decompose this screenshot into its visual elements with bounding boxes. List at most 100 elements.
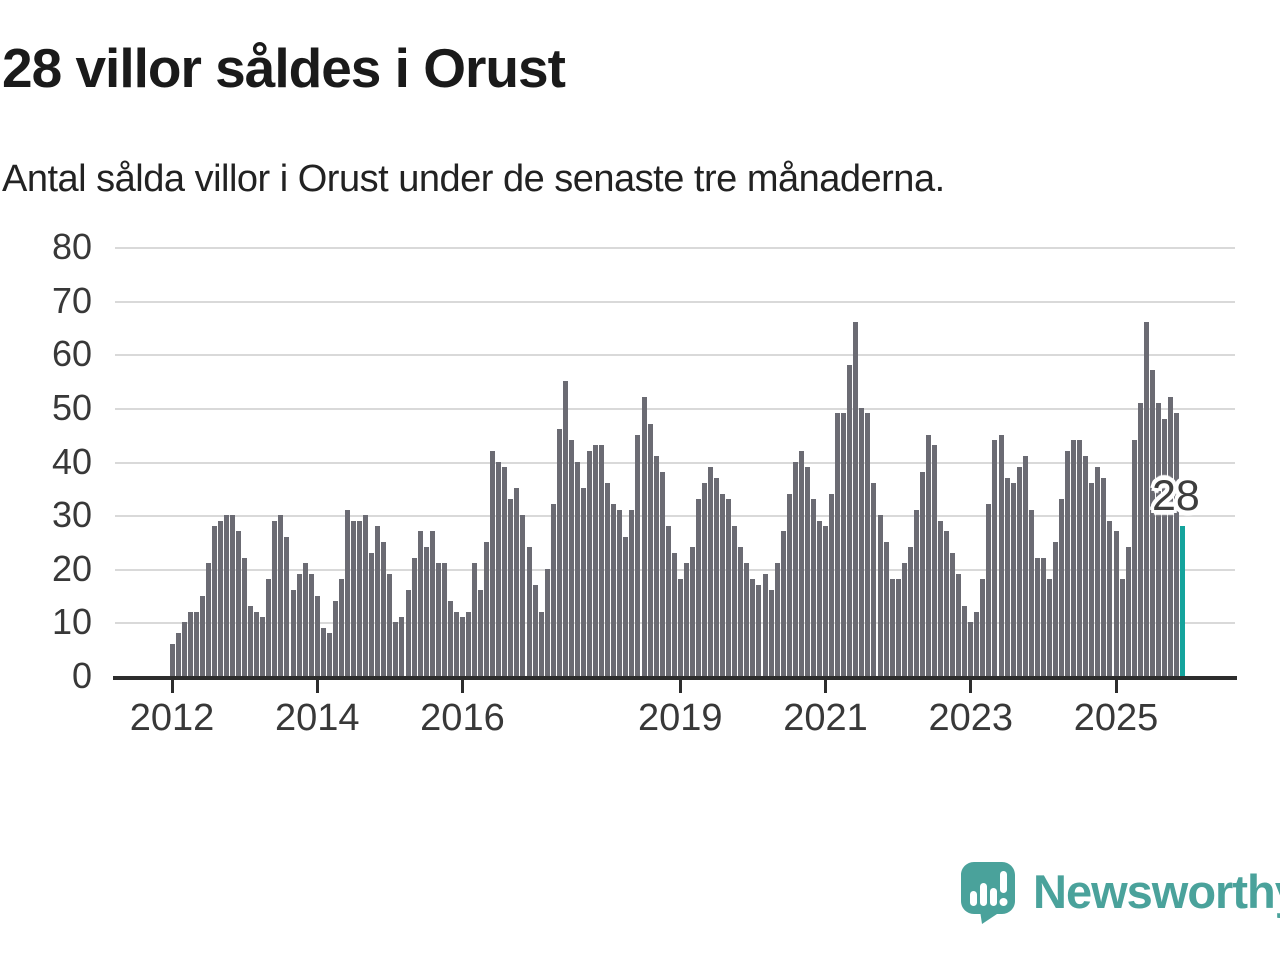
bar xyxy=(708,466,714,676)
bar xyxy=(502,466,508,676)
bar xyxy=(405,590,411,676)
bar xyxy=(919,472,925,676)
bar xyxy=(399,617,405,676)
bar xyxy=(774,563,780,676)
bar xyxy=(671,552,677,676)
bar xyxy=(714,477,720,676)
bar xyxy=(357,520,363,676)
bar xyxy=(266,579,272,676)
bar xyxy=(901,563,907,676)
bar xyxy=(490,450,496,676)
bar xyxy=(351,520,357,676)
bar xyxy=(411,558,417,676)
y-tick-label-40: 40 xyxy=(51,440,92,482)
bar xyxy=(677,579,683,676)
bar xyxy=(859,407,865,676)
bar xyxy=(326,633,332,676)
x-tick-2012 xyxy=(170,680,174,693)
bar xyxy=(1149,370,1155,676)
bar xyxy=(950,552,956,676)
x-tick-2016 xyxy=(460,680,464,693)
bar xyxy=(768,590,774,676)
bar xyxy=(683,563,689,676)
bar xyxy=(847,364,853,676)
bar xyxy=(962,606,968,676)
bar xyxy=(829,493,835,676)
bar xyxy=(623,536,629,676)
x-tick-label-2019: 2019 xyxy=(638,697,723,739)
newsworthy-logo: Newsworthy xyxy=(961,862,1280,924)
bar xyxy=(181,622,187,676)
bar xyxy=(308,574,314,676)
bar xyxy=(236,531,242,676)
highlight-value-label: 28 xyxy=(1152,472,1200,520)
y-tick-label-60: 60 xyxy=(51,333,92,375)
bar xyxy=(695,499,701,676)
bar xyxy=(792,461,798,676)
chart-subtitle: Antal sålda villor i Orust under de sena… xyxy=(2,158,945,200)
newsworthy-wordmark: Newsworthy xyxy=(1033,864,1280,918)
bar xyxy=(726,499,732,676)
newsworthy-logo-icon xyxy=(961,862,1015,924)
bar xyxy=(786,493,792,676)
bar xyxy=(653,456,659,676)
bar xyxy=(732,525,738,676)
bar xyxy=(284,536,290,676)
bar-chart-plot-area xyxy=(113,247,1237,693)
bar xyxy=(853,322,859,676)
bar xyxy=(302,563,308,676)
bar xyxy=(992,440,998,676)
bar xyxy=(841,413,847,676)
bar xyxy=(641,397,647,676)
bar xyxy=(254,611,260,676)
bar xyxy=(998,434,1004,676)
x-tick-label-2014: 2014 xyxy=(274,697,360,739)
bar xyxy=(913,509,919,676)
bar xyxy=(1059,499,1065,676)
bar xyxy=(453,611,459,676)
gridline-y60 xyxy=(115,354,1235,357)
bar xyxy=(441,563,447,676)
bar xyxy=(508,499,514,676)
gridline-y70 xyxy=(115,300,1235,303)
bar xyxy=(320,627,326,676)
x-tick-2023 xyxy=(969,680,973,693)
bar xyxy=(871,482,877,676)
bar xyxy=(629,509,635,676)
bar xyxy=(720,493,726,676)
y-tick-label-80: 80 xyxy=(51,226,92,267)
bar xyxy=(1119,579,1125,676)
bar xyxy=(1065,450,1071,676)
bar xyxy=(478,590,484,676)
bar xyxy=(889,579,895,676)
bar xyxy=(750,579,756,676)
bar xyxy=(514,488,520,676)
x-tick-2021 xyxy=(824,680,828,693)
bar xyxy=(1095,466,1101,676)
bar xyxy=(429,531,435,676)
bar xyxy=(798,450,804,676)
y-tick-label-10: 10 xyxy=(51,601,92,643)
bar xyxy=(466,611,471,676)
bar xyxy=(538,611,544,676)
bar xyxy=(580,488,586,676)
x-tick-label-2025: 2025 xyxy=(1073,697,1159,739)
bar xyxy=(986,504,992,676)
y-tick-label-20: 20 xyxy=(51,547,92,589)
bar xyxy=(635,434,641,676)
bar xyxy=(689,547,695,676)
bar xyxy=(1046,579,1052,676)
bar xyxy=(593,445,599,676)
bar xyxy=(199,595,205,676)
bar xyxy=(520,515,526,676)
bar xyxy=(883,541,889,676)
bar xyxy=(877,515,883,676)
bar xyxy=(823,525,829,676)
bar xyxy=(659,472,665,676)
bar xyxy=(169,643,175,676)
bar xyxy=(423,547,429,676)
bar xyxy=(1131,440,1137,676)
bar xyxy=(223,515,229,676)
bar xyxy=(1016,466,1022,676)
